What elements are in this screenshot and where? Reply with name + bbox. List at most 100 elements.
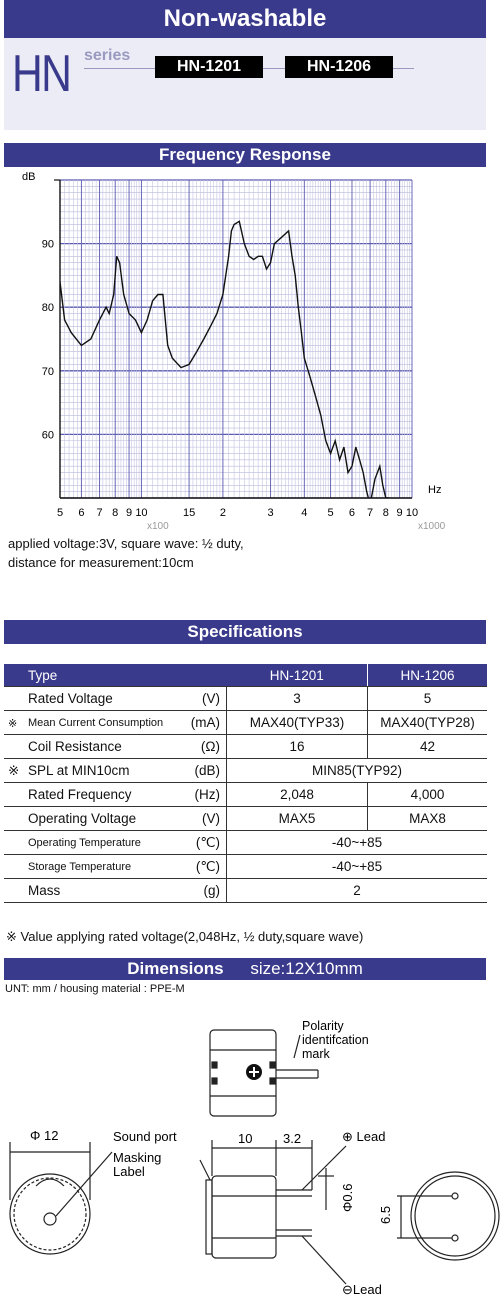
x-tick-label: 5	[327, 507, 333, 519]
spec-unit: (mA)	[178, 710, 227, 735]
spec-name: Rated Voltage	[28, 691, 113, 706]
table-row: Mass (g) 2	[4, 878, 487, 903]
spec-value-hn-1201: MAX5	[226, 806, 368, 831]
x-tick-label: 7	[96, 507, 102, 519]
x-tick-label: 7	[367, 507, 373, 519]
table-row: Coil Resistance (Ω) 16 42	[4, 734, 487, 759]
spec-unit: (℃)	[178, 830, 227, 855]
polarity-label-1: Polarity	[302, 1019, 344, 1033]
x-tick-label: 3	[267, 507, 273, 519]
side-view	[199, 1140, 347, 1285]
dimension-drawing: Polarity identifcation mark Φ 12 Sound p…	[9, 1019, 500, 1297]
response-curve	[60, 220, 390, 498]
spec-value-hn-1206: MAX8	[367, 806, 487, 831]
masking-label-1: Masking	[113, 1150, 161, 1165]
spec-value-hn-1201: 3	[226, 686, 368, 711]
x-tick-label: 8	[383, 507, 389, 519]
table-row: Storage Temperature (℃) -40~+85	[4, 854, 487, 879]
spec-value-hn-1206: MAX40(TYP28)	[367, 710, 487, 735]
pin-diameter-label: Φ0.6	[340, 1184, 355, 1212]
chart-axes	[54, 179, 412, 499]
dimensions-heading: Dimensions size:12X10mm	[4, 958, 486, 980]
masking-label-2: Label	[113, 1164, 145, 1179]
spec-value: 2	[226, 878, 487, 903]
note-mark: ※	[8, 717, 18, 730]
measurement-note-1: applied voltage:3V, square wave: ½ duty,	[8, 536, 244, 551]
x-tick-label: 15	[183, 507, 195, 519]
spec-value-hn-1201: MAX40(TYP33)	[226, 710, 368, 735]
spec-value: -40~+85	[226, 854, 487, 879]
table-header-row: Type HN-1201 HN-1206	[4, 664, 487, 687]
y-tick-label: 80	[42, 302, 54, 314]
table-row: Rated Frequency (Hz) 2,048 4,000	[4, 782, 487, 807]
column-hn-1201: HN-1201	[226, 664, 368, 687]
x-multiplier-100: x100	[147, 521, 169, 532]
dimensions-title: Dimensions	[127, 959, 224, 978]
y-unit-label: dB	[22, 171, 35, 183]
plus-lead-label: ⊕ Lead	[342, 1129, 385, 1144]
spec-unit: (℃)	[178, 854, 227, 879]
spec-name: Storage Temperature	[28, 860, 132, 873]
x-tick-label: 2	[220, 507, 226, 519]
spec-value-hn-1206: 5	[367, 686, 487, 711]
x-tick-label: 4	[301, 507, 307, 519]
y-tick-label: 70	[42, 366, 54, 378]
model-badge-2: HN-1206	[285, 56, 393, 78]
measurement-note-2: distance for measurement:10cm	[8, 555, 194, 570]
spec-name: Coil Resistance	[28, 739, 122, 754]
spec-footnote: ※ Value applying rated voltage(2,048Hz, …	[6, 929, 364, 944]
pin-pitch-label: 6.5	[378, 1206, 393, 1224]
diameter-label: Φ 12	[30, 1128, 58, 1143]
series-label: series	[84, 47, 131, 64]
table-row: ※ Mean Current Consumption (mA) MAX40(TYP33…	[4, 710, 487, 735]
spec-unit: (g)	[178, 878, 227, 903]
series-panel	[4, 38, 486, 130]
x-tick-label: 6	[349, 507, 355, 519]
plus-polarity-icon	[246, 1064, 262, 1080]
dim-3-2-label: 3.2	[283, 1131, 301, 1146]
model-badge-1: HN-1201	[155, 56, 263, 78]
dimensions-size: size:12X10mm	[250, 959, 363, 978]
x-tick-label: 10	[406, 507, 418, 519]
chart-grid	[59, 179, 413, 499]
table-row: Operating Temperature (℃) -40~+85	[4, 830, 487, 855]
spec-unit: (V)	[178, 806, 227, 831]
column-type: Type	[4, 664, 227, 687]
series-logo: HN	[12, 45, 72, 103]
x-unit-label: Hz	[428, 484, 441, 496]
x-tick-label: 5	[57, 507, 63, 519]
y-tick-label: 60	[42, 429, 54, 441]
spec-unit: (Hz)	[178, 782, 227, 807]
spec-value-hn-1206: 4,000	[367, 782, 487, 807]
table-row: Operating Voltage (V) MAX5 MAX8	[4, 806, 487, 831]
polarity-label-3: mark	[302, 1047, 331, 1061]
sound-port-label: Sound port	[113, 1129, 177, 1144]
column-hn-1206: HN-1206	[367, 664, 487, 687]
x-tick-label: 9	[126, 507, 132, 519]
x-tick-label: 8	[112, 507, 118, 519]
x-tick-label: 9	[397, 507, 403, 519]
specifications-heading: Specifications	[4, 620, 486, 644]
spec-name: SPL at MIN10cm	[28, 763, 130, 778]
spec-value-hn-1201: 16	[226, 734, 368, 759]
table-row: ※ SPL at MIN10cm (dB) MIN85(TYP92)	[4, 758, 487, 783]
table-row: Rated Voltage (V) 3 5	[4, 686, 487, 711]
spec-unit: (V)	[178, 686, 227, 711]
minus-lead-label: ⊖Lead	[342, 1282, 382, 1297]
x-tick-labels: 5 6 7 8 9 10 15 2 3 4 5 6 7 8 9 10	[57, 507, 418, 519]
specifications-table: Type HN-1201 HN-1206 Rated Voltage (V) 3 5 ※…	[4, 664, 487, 903]
unit-note: UNT: mm / housing material : PPE-M	[5, 983, 185, 995]
front-view	[9, 1142, 113, 1255]
spec-name: Mass	[28, 883, 61, 898]
spec-value: -40~+85	[226, 830, 487, 855]
x-multiplier-1000: x1000	[418, 521, 446, 532]
spec-name: Operating Voltage	[28, 811, 137, 826]
top-side-view	[209, 1029, 319, 1117]
y-tick-label: 90	[42, 239, 54, 251]
x-tick-label: 10	[135, 507, 147, 519]
polarity-label-2: identifcation	[302, 1033, 369, 1047]
y-tick-labels: 60 70 80 90	[42, 239, 54, 442]
spec-value-hn-1201: 2,048	[226, 782, 368, 807]
bottom-view	[397, 1171, 500, 1261]
